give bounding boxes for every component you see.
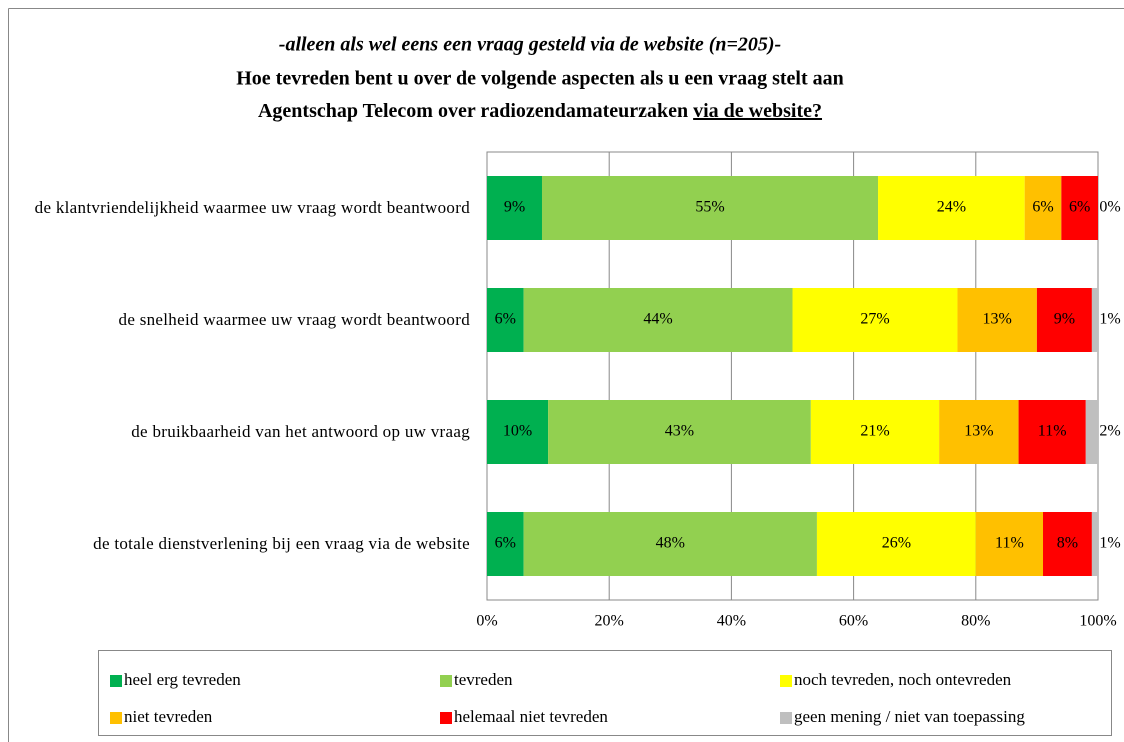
data-label: 9% (1054, 311, 1075, 328)
data-label: 1% (1099, 311, 1120, 328)
bar-segment (878, 176, 1025, 240)
data-label: 6% (1032, 199, 1053, 216)
data-label: 8% (1057, 535, 1078, 552)
category-label: de totale dienstverlening bij een vraag … (93, 534, 470, 553)
bar-segment (810, 400, 940, 464)
x-tick-label: 20% (595, 613, 624, 630)
bar-segment (487, 288, 524, 352)
bar-segment (523, 512, 817, 576)
legend-label: helemaal niet tevreden (454, 707, 608, 726)
x-tick-label: 80% (961, 613, 990, 630)
x-tick-label: 0% (476, 613, 497, 630)
bar-segment (523, 288, 793, 352)
bar-segment (1043, 512, 1092, 576)
data-label: 27% (860, 311, 889, 328)
bar-segment (939, 400, 1019, 464)
bar-segment (816, 512, 976, 576)
x-tick-label: 60% (839, 613, 868, 630)
data-label: 48% (656, 535, 685, 552)
data-label: 6% (1069, 199, 1090, 216)
data-label: 13% (964, 423, 993, 440)
bar-segment (975, 512, 1044, 576)
bar-segment (1085, 400, 1098, 464)
data-label: 21% (860, 423, 889, 440)
bar-segment (1018, 400, 1086, 464)
bar-segment (792, 288, 958, 352)
bar-segment (487, 400, 549, 464)
chart-title: Hoe tevreden bent u over de volgende asp… (236, 68, 844, 90)
data-label: 55% (695, 199, 724, 216)
data-label: 6% (495, 535, 516, 552)
bar-segment (1061, 176, 1098, 240)
bar-segment (487, 176, 542, 240)
data-label: 13% (983, 311, 1012, 328)
legend-swatch (780, 675, 792, 687)
legend-swatch (110, 675, 122, 687)
data-label: 0% (1099, 199, 1120, 216)
bar-segment (1091, 288, 1098, 352)
legend-swatch (110, 712, 122, 724)
bar-segment (1036, 288, 1092, 352)
legend-swatch (440, 712, 452, 724)
data-label: 10% (503, 423, 532, 440)
title-underlined: via de website? (693, 100, 822, 122)
bar-segment (487, 512, 524, 576)
legend-label: tevreden (454, 670, 513, 689)
bar-segment (541, 176, 879, 240)
data-label: 9% (504, 199, 525, 216)
legend-swatch (440, 675, 452, 687)
data-label: 6% (495, 311, 516, 328)
data-label: 26% (882, 535, 911, 552)
legend-label: heel erg tevreden (124, 670, 241, 689)
bar-segment (957, 288, 1037, 352)
data-label: 11% (1038, 423, 1067, 440)
chart-title: Agentschap Telecom over radiozendamateur… (258, 100, 822, 122)
legend-label: niet tevreden (124, 707, 213, 726)
category-label: de klantvriendelijkheid waarmee uw vraag… (34, 198, 470, 217)
bar-segment (1091, 512, 1098, 576)
legend-label: geen mening / niet van toepassing (794, 707, 1025, 726)
data-label: 44% (643, 311, 672, 328)
chart-subtitle: -alleen als wel eens een vraag gesteld v… (279, 34, 781, 56)
x-tick-label: 40% (717, 613, 746, 630)
data-label: 24% (937, 199, 966, 216)
legend-swatch (780, 712, 792, 724)
x-tick-label: 100% (1079, 613, 1116, 630)
legend-box (98, 650, 1112, 736)
data-label: 11% (995, 535, 1024, 552)
bar-segment (1024, 176, 1062, 240)
category-label: de snelheid waarmee uw vraag wordt beant… (118, 310, 470, 329)
category-label: de bruikbaarheid van het antwoord op uw … (131, 422, 470, 441)
bar-segment (548, 400, 811, 464)
data-label: 1% (1099, 535, 1120, 552)
title-part: Agentschap Telecom over radiozendamateur… (258, 100, 688, 122)
legend-label: noch tevreden, noch ontevreden (794, 670, 1012, 689)
data-label: 2% (1099, 423, 1120, 440)
data-label: 43% (665, 423, 694, 440)
